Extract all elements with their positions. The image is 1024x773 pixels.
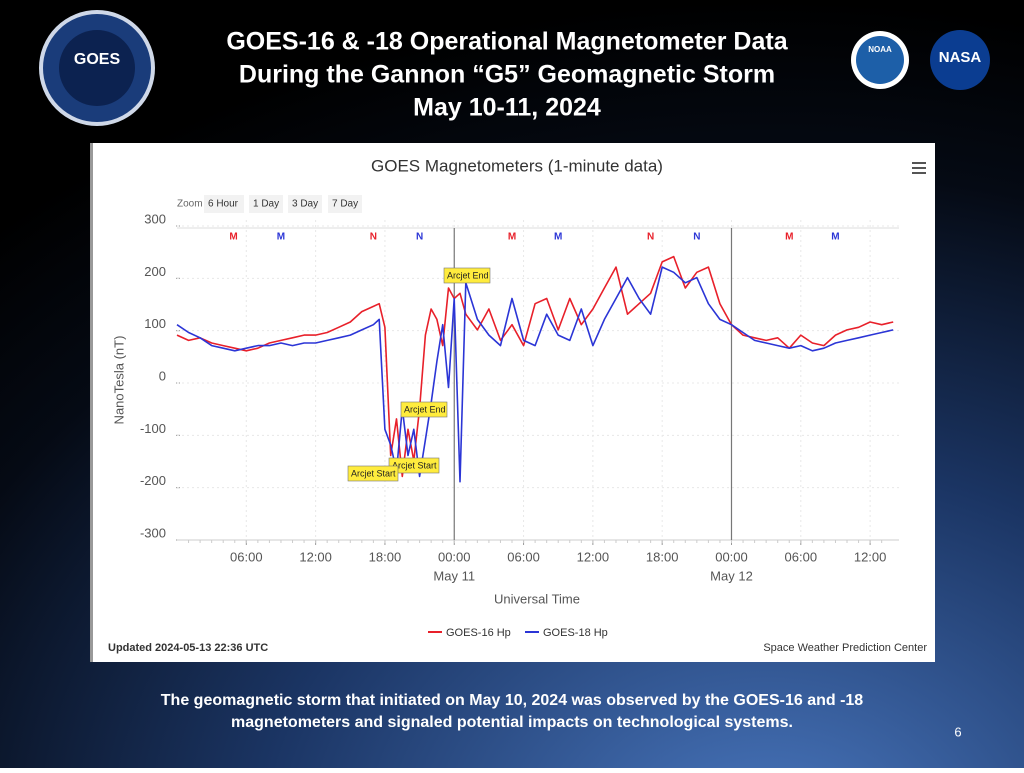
x-tick-label: 06:00 (785, 549, 818, 564)
noon-midnight-marker: M (831, 232, 839, 243)
zoom-button-label[interactable]: 7 Day (332, 199, 358, 210)
annotation: Arcjet End (447, 270, 489, 280)
page-number: 6 (954, 724, 961, 739)
panel-edge (90, 143, 93, 662)
x-tick-label: 00:00 (715, 549, 748, 564)
zoom-button[interactable] (328, 195, 362, 213)
y-tick-label: 0 (159, 368, 166, 383)
y-tick-label: -300 (140, 525, 166, 540)
noon-midnight-marker: N (647, 232, 654, 243)
annotation: Arcjet Start (392, 460, 437, 470)
title-line: GOES-16 & -18 Operational Magnetometer D… (226, 28, 788, 56)
logo-text: NOAA (868, 45, 892, 54)
logo-text: NASA (939, 49, 982, 66)
noon-midnight-marker: M (554, 232, 562, 243)
x-tick-label: 06:00 (507, 549, 540, 564)
menu-button[interactable] (910, 160, 928, 176)
x-axis-label: Universal Time (494, 591, 580, 606)
x-tick-label: 18:00 (646, 549, 679, 564)
annotation: Arcjet Start (351, 468, 396, 478)
x-tick-label: 00:00 (438, 549, 471, 564)
zoom-button[interactable] (204, 195, 244, 213)
legend-label[interactable]: GOES-16 Hp (446, 627, 511, 639)
y-axis-label: NanoTesla (nT) (111, 336, 126, 425)
caption-line: magnetometers and signaled potential imp… (231, 714, 793, 731)
noon-midnight-marker: N (370, 232, 377, 243)
goes-logo: GOES (39, 10, 155, 126)
noon-midnight-marker: M (508, 232, 516, 243)
noon-midnight-marker: M (277, 232, 285, 243)
series-line (176, 255, 894, 478)
caption: The geomagnetic storm that initiated on … (161, 692, 864, 731)
zoom-button[interactable] (288, 195, 322, 213)
title-line: May 10-11, 2024 (413, 94, 601, 122)
noon-midnight-marker: M (785, 232, 793, 243)
y-tick-label: 300 (144, 211, 166, 226)
title-line: During the Gannon “G5” Geomagnetic Storm (239, 61, 775, 89)
annotation-box (400, 401, 448, 418)
annotation: Arcjet End (404, 404, 446, 414)
nasa-logo: NASA (930, 30, 990, 90)
zoom-button[interactable] (249, 195, 283, 213)
annotation-box (347, 465, 399, 482)
caption-line: The geomagnetic storm that initiated on … (161, 692, 864, 709)
noaa-logo: NOAA (851, 31, 909, 89)
x-tick-label: 18:00 (369, 549, 402, 564)
annotation-box (443, 267, 491, 284)
noon-midnight-marker: N (693, 232, 700, 243)
series-line (176, 266, 894, 483)
x-tick-label: 12:00 (577, 549, 610, 564)
y-tick-label: -200 (140, 473, 166, 488)
noon-midnight-marker: N (416, 232, 423, 243)
x-tick-label: 12:00 (299, 549, 332, 564)
zoom-button-label[interactable]: 3 Day (292, 199, 318, 210)
updated-text: Updated 2024-05-13 22:36 UTC (108, 642, 268, 654)
y-tick-label: 200 (144, 264, 166, 279)
chart-title: GOES Magnetometers (1-minute data) (371, 156, 663, 175)
x-tick-sublabel: May 12 (710, 568, 753, 583)
y-tick-label: -100 (140, 421, 166, 436)
zoom-label: Zoom (177, 199, 203, 210)
x-tick-label: 12:00 (854, 549, 887, 564)
noon-midnight-marker: M (229, 232, 237, 243)
legend-label[interactable]: GOES-18 Hp (543, 627, 608, 639)
chart-panel (90, 143, 935, 662)
zoom-button-label[interactable]: 1 Day (253, 199, 279, 210)
annotation-box (388, 457, 440, 474)
logo-text: GOES (74, 51, 121, 68)
x-tick-label: 06:00 (230, 549, 263, 564)
slide-title: GOES-16 & -18 Operational Magnetometer D… (226, 28, 788, 122)
y-tick-label: 100 (144, 316, 166, 331)
credit-text: Space Weather Prediction Center (763, 642, 927, 654)
zoom-button-label[interactable]: 6 Hour (208, 199, 239, 210)
x-tick-sublabel: May 11 (433, 568, 475, 583)
